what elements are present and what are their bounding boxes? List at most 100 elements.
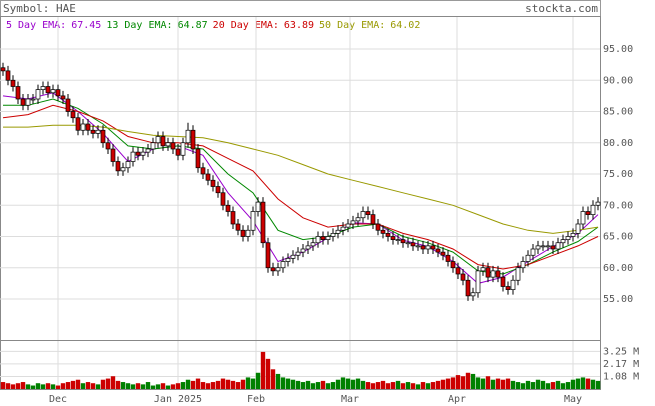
volume-bar — [385, 383, 391, 389]
volume-bar — [425, 383, 431, 389]
candle-body — [575, 223, 581, 234]
ema-line — [3, 98, 599, 275]
volume-bar — [15, 383, 21, 389]
candle-body — [535, 245, 541, 250]
candle-body — [565, 236, 571, 240]
volume-bar — [355, 378, 361, 389]
candle-body — [450, 261, 456, 269]
volume-bar — [395, 380, 401, 389]
volume-bar — [370, 383, 376, 389]
candle-body — [70, 111, 76, 119]
volume-bar — [195, 378, 201, 389]
volume-bar — [300, 382, 306, 389]
volume-bar — [450, 377, 456, 389]
volume-bar — [245, 377, 251, 389]
candle-body — [225, 204, 231, 212]
volume-bar — [535, 379, 541, 389]
candle-body — [340, 226, 346, 231]
candle-body — [390, 236, 396, 240]
x-tick-label: Jan 2025 — [154, 394, 202, 405]
candle-body — [395, 239, 401, 241]
volume-bar — [45, 383, 51, 389]
volume-bar — [70, 380, 76, 389]
legend-name: 5 Day EMA: — [6, 20, 66, 31]
candle-body — [240, 229, 246, 237]
candle-body — [165, 142, 171, 147]
candle-body — [95, 129, 101, 134]
candle-body — [10, 79, 16, 87]
volume-bar — [80, 383, 86, 389]
y-tick-label: 1.08 M — [603, 371, 639, 382]
volume-bar — [295, 380, 301, 389]
volume-bar — [500, 379, 506, 389]
volume-bar — [435, 380, 441, 389]
volume-bar — [290, 379, 296, 389]
candle-body — [40, 86, 46, 90]
volume-bar — [25, 384, 31, 389]
volume-bar — [340, 377, 346, 389]
volume-bar — [140, 384, 146, 389]
volume-bar — [225, 379, 231, 389]
candle-body — [595, 201, 601, 206]
candle-body — [215, 186, 221, 194]
candle-body — [110, 148, 116, 162]
candle-body — [490, 270, 496, 278]
candle-body — [185, 129, 191, 144]
volume-bar — [5, 383, 11, 389]
candle-body — [220, 192, 226, 206]
candle-body — [235, 223, 241, 231]
candle-body — [540, 245, 546, 248]
candle-body — [555, 242, 561, 250]
volume-bar — [115, 380, 121, 389]
volume-bar — [30, 385, 36, 389]
candle-body — [350, 220, 356, 225]
volume-bar — [375, 382, 381, 389]
volume-bar — [20, 382, 26, 389]
volume-bar — [305, 380, 311, 389]
volume-bar — [360, 380, 366, 389]
volume-bar — [155, 384, 161, 389]
volume-bar — [160, 383, 166, 389]
candle-body — [135, 151, 141, 156]
y-tick-label: 60.00 — [603, 263, 633, 274]
legend-value: 67.45 — [71, 20, 101, 31]
candle-body — [445, 254, 451, 262]
volume-bar — [550, 382, 556, 389]
candle-body — [460, 273, 466, 281]
candle-body — [465, 279, 471, 297]
x-tick-label: Mar — [341, 394, 359, 405]
candle-body — [60, 95, 66, 100]
candle-body — [115, 161, 121, 172]
y-tick-label: 80.00 — [603, 138, 633, 149]
candle-body — [440, 251, 446, 256]
volume-bar — [460, 376, 466, 389]
candle-body — [365, 211, 371, 215]
legend-entry: 13 Day EMA: 64.87 — [106, 20, 207, 31]
volume-bar — [285, 378, 291, 389]
legend-entry: 5 Day EMA: 67.45 — [6, 20, 101, 31]
volume-bar — [365, 382, 371, 389]
y-tick-label: 85.00 — [603, 107, 633, 118]
volume-bar — [415, 384, 421, 389]
ema-line — [2, 104, 599, 270]
volume-bar — [440, 379, 446, 389]
candle-body — [480, 267, 486, 272]
volume-bar — [505, 378, 511, 389]
candle-body — [500, 276, 506, 287]
volume-bar — [275, 373, 281, 389]
volume-bar — [510, 380, 516, 389]
legend: 5 Day EMA: 67.45 13 Day EMA: 64.87 20 Day EM… — [6, 20, 420, 31]
ema-line — [2, 92, 599, 284]
volume-bar — [350, 379, 356, 389]
candle-body — [520, 261, 526, 269]
y-tick-label: 3.25 M — [603, 346, 639, 357]
volume-bar — [90, 383, 96, 389]
candle-body — [305, 245, 311, 250]
candle-body — [20, 98, 26, 106]
volume-bar — [480, 378, 486, 389]
candle-body — [80, 123, 86, 131]
candle-body — [250, 211, 256, 231]
y-tick-label: 95.00 — [603, 44, 633, 55]
candle-body — [245, 229, 251, 237]
